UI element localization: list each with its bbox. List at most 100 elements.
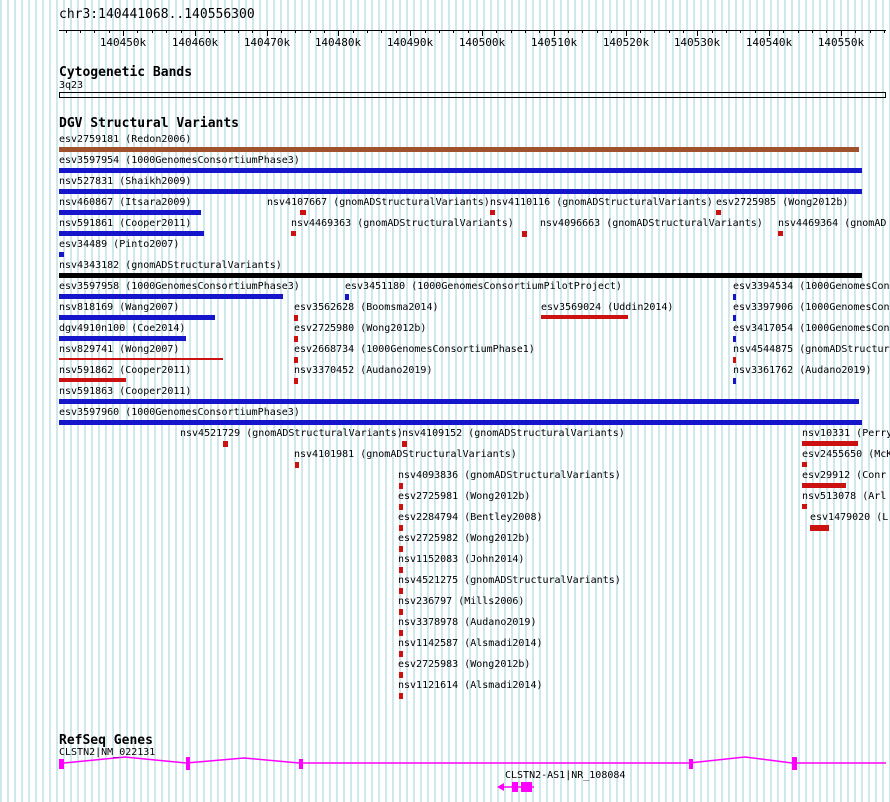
variant-glyph[interactable] xyxy=(733,315,736,321)
variant-glyph[interactable] xyxy=(402,441,407,447)
cytoband-name[interactable]: 3q23 xyxy=(59,80,84,91)
variant-glyph[interactable] xyxy=(490,210,495,215)
variant-glyph[interactable] xyxy=(294,378,298,384)
variant-label[interactable]: esv3597954 (1000GenomesConsortiumPhase3) xyxy=(59,155,300,166)
gene-exon-box[interactable] xyxy=(792,757,797,770)
variant-glyph[interactable] xyxy=(294,357,298,363)
variant-label[interactable]: nsv4109152 (gnomADStructuralVariants) xyxy=(402,428,625,439)
variant-glyph[interactable] xyxy=(541,315,628,319)
variant-label[interactable]: nsv4107667 (gnomADStructuralVariants) xyxy=(267,197,490,208)
variant-glyph[interactable] xyxy=(733,294,736,300)
variant-glyph[interactable] xyxy=(399,609,403,615)
variant-glyph[interactable] xyxy=(59,147,859,152)
variant-label[interactable]: nsv591863 (Cooper2011) xyxy=(59,386,192,397)
variant-glyph[interactable] xyxy=(399,504,403,510)
variant-glyph[interactable] xyxy=(778,231,783,236)
variant-label[interactable]: esv3597958 (1000GenomesConsortiumPhase3) xyxy=(59,281,300,292)
variant-label[interactable]: nsv3361762 (Audano2019) xyxy=(733,365,872,376)
variant-label[interactable]: nsv3370452 (Audano2019) xyxy=(294,365,433,376)
gene-intron-line[interactable] xyxy=(59,756,886,764)
variant-label[interactable]: dgv4910n100 (Coe2014) xyxy=(59,323,186,334)
variant-label[interactable]: esv2725980 (Wong2012b) xyxy=(294,323,427,334)
variant-glyph[interactable] xyxy=(59,189,862,194)
variant-glyph[interactable] xyxy=(59,210,201,215)
variant-label[interactable]: nsv1142587 (Alsmadi2014) xyxy=(398,638,543,649)
variant-label[interactable]: nsv4521275 (gnomADStructuralVariants) xyxy=(398,575,621,586)
variant-label[interactable]: nsv4469363 (gnomADStructuralVariants) xyxy=(291,218,514,229)
variant-glyph[interactable] xyxy=(59,378,126,382)
variant-label[interactable]: esv3394534 (1000GenomesCon xyxy=(733,281,890,292)
variant-glyph[interactable] xyxy=(399,630,403,636)
gene-label[interactable]: CLSTN2-AS1|NR_108084 xyxy=(505,770,626,781)
variant-glyph[interactable] xyxy=(733,336,736,342)
variant-label[interactable]: esv3451180 (1000GenomesConsortiumPilotPr… xyxy=(345,281,622,292)
variant-label[interactable]: nsv527831 (Shaikh2009) xyxy=(59,176,192,187)
variant-glyph[interactable] xyxy=(802,441,858,446)
variant-label[interactable]: esv2668734 (1000GenomesConsortiumPhase1) xyxy=(294,344,535,355)
variant-glyph[interactable] xyxy=(802,504,807,509)
gene-exon-box[interactable] xyxy=(186,757,190,770)
variant-label[interactable]: nsv591861 (Cooper2011) xyxy=(59,218,192,229)
variant-glyph[interactable] xyxy=(345,294,349,300)
variant-glyph[interactable] xyxy=(733,378,736,384)
variant-label[interactable]: esv3569024 (Uddin2014) xyxy=(541,302,674,313)
variant-label[interactable]: nsv4469364 (gnomAD xyxy=(778,218,887,229)
variant-glyph[interactable] xyxy=(291,231,296,236)
variant-label[interactable]: nsv10331 (Perry xyxy=(802,428,890,439)
variant-glyph[interactable] xyxy=(399,651,403,657)
variant-glyph[interactable] xyxy=(716,210,721,215)
variant-label[interactable]: nsv4101981 (gnomADStructuralVariants) xyxy=(294,449,517,460)
variant-glyph[interactable] xyxy=(59,336,186,341)
variant-label[interactable]: nsv4110116 (gnomADStructuralVariants) xyxy=(490,197,713,208)
gene-label[interactable]: CLSTN2|NM_022131 xyxy=(59,747,156,758)
variant-label[interactable]: esv3397906 (1000GenomesCon xyxy=(733,302,890,313)
variant-glyph[interactable] xyxy=(802,462,807,467)
variant-glyph[interactable] xyxy=(399,588,403,594)
variant-glyph[interactable] xyxy=(300,210,306,215)
variant-label[interactable]: esv3597960 (1000GenomesConsortiumPhase3) xyxy=(59,407,300,418)
variant-glyph[interactable] xyxy=(399,483,403,489)
variant-label[interactable]: esv2725985 (Wong2012b) xyxy=(716,197,849,208)
variant-label[interactable]: nsv591862 (Cooper2011) xyxy=(59,365,192,376)
variant-label[interactable]: nsv4544875 (gnomADStructur xyxy=(733,344,890,355)
variant-label[interactable]: esv2455650 (McK xyxy=(802,449,890,460)
variant-label[interactable]: nsv1152083 (John2014) xyxy=(398,554,525,565)
variant-label[interactable]: nsv513078 (Arl xyxy=(802,491,887,502)
variant-label[interactable]: nsv818169 (Wang2007) xyxy=(59,302,180,313)
variant-glyph[interactable] xyxy=(399,672,403,678)
variant-label[interactable]: esv2725982 (Wong2012b) xyxy=(398,533,531,544)
variant-glyph[interactable] xyxy=(295,462,299,468)
variant-label[interactable]: esv2725983 (Wong2012b) xyxy=(398,659,531,670)
gene-exon-box[interactable] xyxy=(689,759,693,769)
variant-label[interactable]: esv3417054 (1000GenomesCon xyxy=(733,323,890,334)
variant-glyph[interactable] xyxy=(399,525,403,531)
variant-label[interactable]: nsv4096663 (gnomADStructuralVariants) xyxy=(540,218,763,229)
variant-label[interactable]: esv34489 (Pinto2007) xyxy=(59,239,180,250)
variant-label[interactable]: esv2759181 (Redon2006) xyxy=(59,134,192,145)
variant-label[interactable]: esv29912 (Conr xyxy=(802,470,887,481)
variant-label[interactable]: esv2284794 (Bentley2008) xyxy=(398,512,543,523)
variant-glyph[interactable] xyxy=(59,420,862,425)
variant-label[interactable]: nsv1121614 (Alsmadi2014) xyxy=(398,680,543,691)
variant-glyph[interactable] xyxy=(522,231,527,237)
variant-glyph[interactable] xyxy=(59,358,223,360)
variant-label[interactable]: nsv829741 (Wong2007) xyxy=(59,344,180,355)
gene-exon-box[interactable] xyxy=(521,782,532,792)
variant-label[interactable]: nsv4093836 (gnomADStructuralVariants) xyxy=(398,470,621,481)
gene-exon-box[interactable] xyxy=(512,782,518,792)
variant-glyph[interactable] xyxy=(59,231,204,236)
variant-label[interactable]: nsv236797 (Mills2006) xyxy=(398,596,525,607)
variant-label[interactable]: esv2725981 (Wong2012b) xyxy=(398,491,531,502)
variant-label[interactable]: nsv460867 (Itsara2009) xyxy=(59,197,192,208)
cytoband-box[interactable] xyxy=(59,92,886,98)
gene-exon-box[interactable] xyxy=(59,759,64,769)
gene-exon-box[interactable] xyxy=(299,759,303,769)
variant-glyph[interactable] xyxy=(399,546,403,552)
variant-glyph[interactable] xyxy=(59,252,64,257)
variant-label[interactable]: esv3562628 (Boomsma2014) xyxy=(294,302,439,313)
variant-label[interactable]: esv1479020 (L xyxy=(810,512,889,523)
variant-glyph[interactable] xyxy=(223,441,228,447)
variant-label[interactable]: nsv4343182 (gnomADStructuralVariants) xyxy=(59,260,282,271)
variant-glyph[interactable] xyxy=(59,294,283,299)
variant-glyph[interactable] xyxy=(294,315,298,321)
